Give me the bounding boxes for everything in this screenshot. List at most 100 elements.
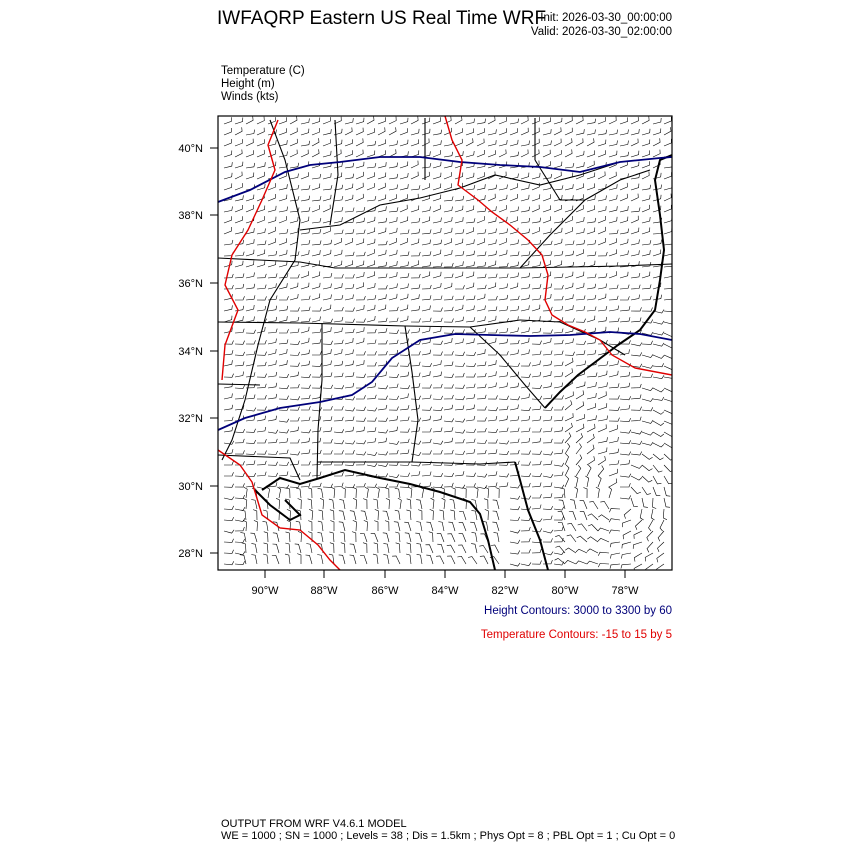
wind-barb (454, 304, 464, 312)
wind-barb (586, 392, 597, 400)
wind-barb (322, 318, 333, 323)
wind-barb (341, 487, 346, 499)
wind-barb (267, 328, 278, 334)
wind-barb (355, 161, 365, 169)
wind-barb (454, 238, 464, 246)
wind-barb (564, 413, 574, 422)
wind-barb (410, 171, 419, 180)
wind-barb (531, 182, 540, 191)
wind-barb (344, 407, 356, 412)
wind-barb (243, 498, 248, 510)
wind-barb (630, 215, 639, 224)
wind-barb (663, 204, 672, 213)
wind-barb (531, 127, 540, 136)
wind-barb (542, 505, 553, 510)
wind-barb (630, 307, 642, 312)
wind-barb (344, 127, 353, 136)
wind-barb (575, 433, 583, 444)
wind-barb (619, 340, 631, 345)
wind-barb (650, 508, 655, 521)
wind-barb (245, 450, 256, 455)
wind-barb (333, 440, 345, 445)
wind-barb (509, 305, 520, 312)
wind-barb (267, 216, 277, 224)
wind-barb (630, 284, 641, 290)
height-contours-legend: Height Contours: 3000 to 3300 by 60 (484, 605, 672, 617)
wind-barb (509, 404, 519, 411)
wind-barb (608, 284, 619, 290)
wind-barb (531, 472, 542, 478)
wind-barb (416, 554, 423, 565)
wind-barb (564, 422, 573, 433)
lon-label: 80°W (551, 585, 579, 597)
wind-barb (432, 351, 443, 356)
wind-barb (652, 453, 664, 461)
wind-barb (322, 416, 333, 422)
wind-barb (608, 249, 617, 257)
wind-barb (388, 184, 398, 191)
wind-barb (652, 117, 662, 125)
field-label-winds: Winds (kts) (221, 91, 279, 103)
temperature-contour-west (221, 119, 279, 381)
wind-barb (344, 139, 353, 147)
wind-barb (432, 340, 443, 345)
wind-barb (267, 461, 278, 466)
wind-barb (223, 206, 233, 213)
wind-barb (421, 251, 432, 257)
wind-barb (300, 306, 311, 312)
wind-barb (454, 460, 465, 466)
wind-barb (399, 449, 410, 455)
wind-barb (553, 127, 562, 136)
wind-barb (465, 227, 474, 235)
wind-barb (355, 360, 365, 367)
louisiana-south-border (218, 454, 301, 481)
wind-barb (443, 273, 454, 279)
wind-barb (542, 371, 552, 378)
wind-barb (410, 305, 421, 312)
wind-barb (586, 456, 595, 466)
wind-barb (641, 139, 651, 147)
wind-barb (520, 272, 530, 279)
wind-barb (608, 194, 618, 202)
wind-barb (509, 438, 520, 444)
wind-barb (630, 239, 640, 246)
wind-barb (553, 273, 564, 279)
wind-barb (564, 464, 570, 477)
wind-barb (597, 306, 608, 312)
wind-barb (630, 317, 642, 323)
wind-barb (487, 461, 498, 466)
wind-barb (308, 531, 313, 542)
wind-barb (597, 437, 608, 444)
wind-barb (234, 551, 246, 556)
wind-barb (641, 194, 651, 202)
wind-barb (652, 342, 665, 347)
wind-barb (322, 283, 332, 290)
wind-barb (377, 194, 387, 202)
wind-barb (663, 250, 672, 257)
wind-barb (465, 150, 475, 158)
wind-barb (432, 360, 442, 367)
wind-barb (487, 295, 498, 301)
wind-barb (410, 217, 421, 224)
wind-barb (495, 487, 500, 499)
wind-barb (466, 329, 476, 334)
wind-barb (509, 382, 519, 389)
wind-barb (256, 415, 266, 422)
wind-barb (366, 249, 375, 257)
wind-barb (345, 274, 355, 279)
wind-barb (251, 543, 258, 554)
wind-barb (586, 118, 596, 125)
wind-barb (663, 409, 672, 414)
wind-barb (553, 138, 562, 147)
wind-barb (300, 337, 310, 345)
wind-barb (498, 427, 509, 433)
wind-barb (366, 427, 377, 433)
wind-barb (459, 511, 467, 521)
wind-barb (311, 316, 321, 323)
wind-barb (432, 183, 442, 191)
wind-barb (520, 116, 529, 125)
wind-barb (487, 193, 496, 202)
wind-barb (476, 473, 488, 478)
wind-barb (652, 420, 665, 426)
wind-barb (553, 382, 563, 389)
